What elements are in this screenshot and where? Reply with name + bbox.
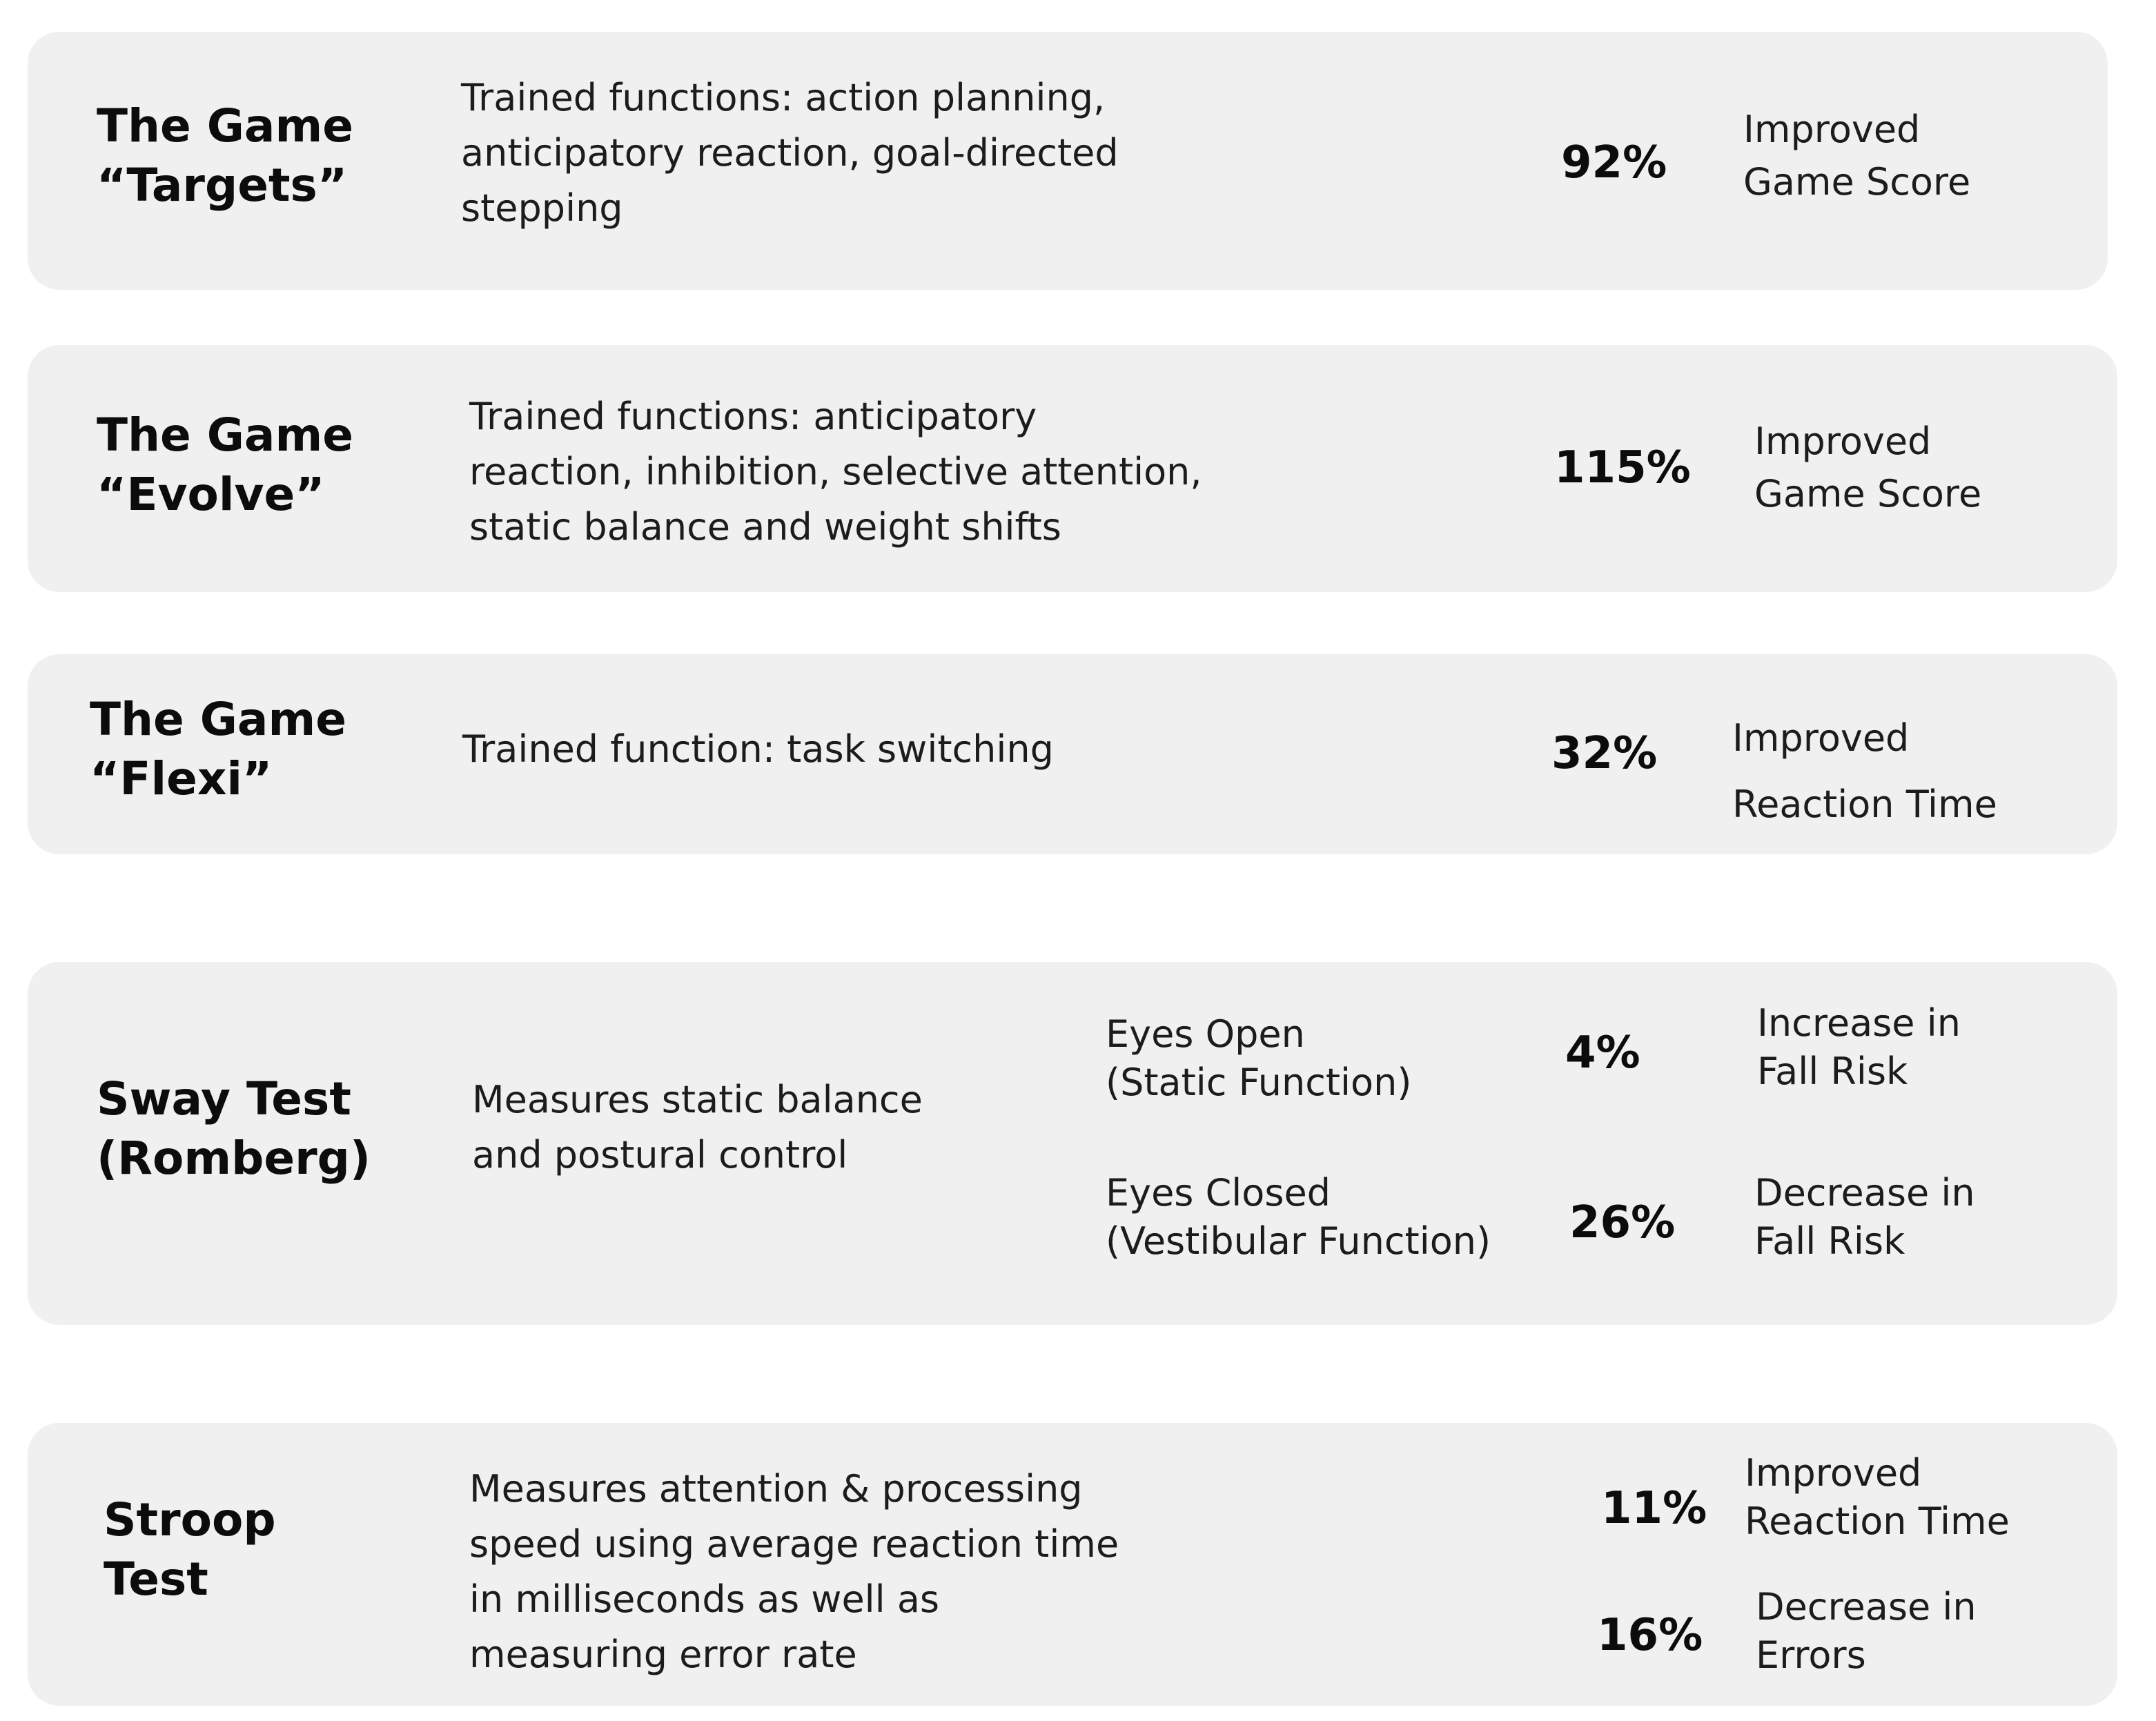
card-game-targets bbox=[28, 32, 2108, 290]
result-percent: 92% bbox=[1561, 137, 1667, 188]
result-percent: 32% bbox=[1551, 728, 1658, 779]
card-description: Measures attention & processing speed us… bbox=[469, 1467, 1119, 1676]
card-description: Trained functions: action planning, anti… bbox=[461, 76, 1119, 230]
result-percent: 16% bbox=[1597, 1610, 1703, 1661]
card-title: The Game “Targets” bbox=[97, 99, 353, 212]
card-game-flexi bbox=[28, 654, 2117, 854]
result-percent: 4% bbox=[1565, 1027, 1640, 1079]
result-percent: 26% bbox=[1569, 1197, 1676, 1248]
result-label: Improved Reaction Time bbox=[1745, 1451, 2010, 1543]
result-percent: 11% bbox=[1601, 1483, 1707, 1534]
card-description: Trained functions: anticipatory reaction… bbox=[469, 395, 1202, 549]
card-title: The Game “Flexi” bbox=[90, 693, 346, 805]
card-title: The Game “Evolve” bbox=[97, 409, 353, 521]
result-label: Decrease in Fall Risk bbox=[1754, 1171, 1975, 1263]
card-title: Sway Test (Romberg) bbox=[97, 1072, 371, 1185]
measure-condition: Eyes Closed (Vestibular Function) bbox=[1106, 1171, 1491, 1263]
result-percent: 115% bbox=[1554, 442, 1691, 493]
result-label: Increase in Fall Risk bbox=[1757, 1001, 1961, 1093]
result-label: Improved Game Score bbox=[1754, 420, 1982, 515]
result-label: Decrease in Errors bbox=[1756, 1585, 1977, 1677]
card-description: Trained function: task switching bbox=[462, 727, 1054, 771]
result-label: Improved Game Score bbox=[1743, 108, 1971, 204]
card-sway-test bbox=[28, 962, 2117, 1325]
card-description: Measures static balance and postural con… bbox=[472, 1078, 923, 1177]
measure-condition: Eyes Open (Static Function) bbox=[1106, 1012, 1412, 1104]
card-game-evolve bbox=[28, 345, 2117, 592]
card-stroop-test bbox=[28, 1423, 2117, 1706]
result-label: Improved Reaction Time bbox=[1732, 716, 1997, 826]
card-title: Stroop Test bbox=[104, 1493, 276, 1606]
